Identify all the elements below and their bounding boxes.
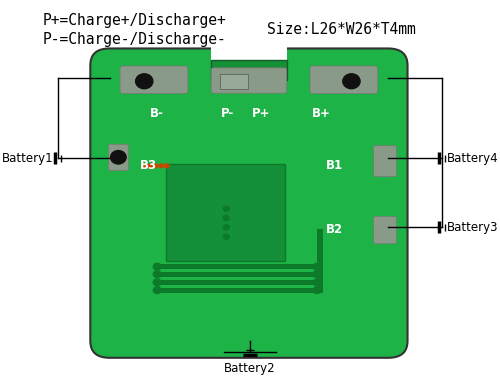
FancyBboxPatch shape [374,216,396,244]
Circle shape [343,74,360,89]
Bar [220,74,248,89]
Bar [211,45,286,80]
Circle shape [223,234,230,239]
Circle shape [154,164,158,168]
Text: Battery1: Battery1 [2,152,54,165]
Circle shape [223,225,230,230]
Bar [166,164,284,261]
Circle shape [164,164,169,168]
Bar [157,280,317,285]
Text: Battery3: Battery3 [446,221,498,234]
Text: Battery4: Battery4 [446,152,498,165]
Text: Battery2: Battery2 [224,362,276,374]
Text: P+: P+ [252,107,270,120]
FancyBboxPatch shape [90,49,407,358]
Bar [211,60,286,80]
Text: P-: P- [221,107,234,120]
Text: P+=Charge+/Discharge+: P+=Charge+/Discharge+ [43,13,226,28]
FancyBboxPatch shape [108,144,128,171]
Circle shape [110,150,126,164]
Circle shape [223,215,230,221]
Text: P-=Charge-/Discharge-: P-=Charge-/Discharge- [43,32,226,47]
Circle shape [148,164,152,168]
Circle shape [154,271,161,277]
Text: Size:L26*W26*T4mm: Size:L26*W26*T4mm [268,22,416,37]
Circle shape [223,206,230,211]
Bar [157,288,317,293]
Circle shape [313,271,321,277]
FancyBboxPatch shape [310,66,378,93]
Circle shape [154,287,161,294]
Circle shape [154,263,161,270]
Circle shape [142,164,146,168]
Text: B-: B- [150,107,164,120]
Text: B3: B3 [140,159,157,172]
Bar [157,272,317,277]
FancyBboxPatch shape [211,68,286,93]
Circle shape [313,279,321,286]
Bar [317,229,322,293]
Circle shape [159,164,163,168]
Circle shape [313,287,321,294]
Circle shape [154,279,161,286]
FancyBboxPatch shape [120,66,188,93]
FancyBboxPatch shape [374,146,396,177]
Text: B2: B2 [326,223,342,236]
Bar [157,264,317,269]
Circle shape [136,74,153,89]
Circle shape [313,263,321,270]
Text: B1: B1 [326,159,342,172]
Text: B+: B+ [312,107,330,120]
